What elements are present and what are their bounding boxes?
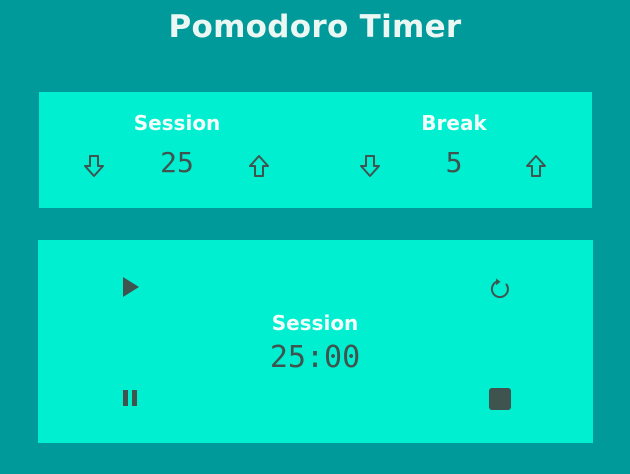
session-length-value: 25 bbox=[160, 146, 194, 179]
arrow-down-outline-icon bbox=[84, 155, 104, 177]
session-length-label: Session bbox=[133, 111, 221, 135]
timer-panel: Session 25:00 bbox=[38, 240, 593, 443]
page-title: Pomodoro Timer bbox=[168, 9, 462, 45]
pause-icon bbox=[123, 390, 137, 406]
arrow-up-outline-icon bbox=[249, 155, 269, 177]
arrow-down-outline-icon bbox=[360, 155, 380, 177]
reset-button[interactable] bbox=[485, 274, 515, 304]
length-settings-panel: Session 25 Break 5 bbox=[39, 92, 592, 208]
play-icon bbox=[123, 277, 139, 297]
stop-icon bbox=[489, 388, 511, 410]
timer-mode-label: Session bbox=[271, 311, 359, 335]
refresh-icon bbox=[490, 278, 509, 298]
play-button[interactable] bbox=[115, 272, 145, 302]
arrow-up-outline-icon bbox=[526, 155, 546, 177]
break-increment-button[interactable] bbox=[521, 151, 551, 181]
time-remaining-display: 25:00 bbox=[269, 340, 361, 375]
break-length-label: Break bbox=[421, 111, 487, 135]
break-length-value: 5 bbox=[445, 146, 463, 179]
session-increment-button[interactable] bbox=[244, 151, 274, 181]
session-decrement-button[interactable] bbox=[79, 151, 109, 181]
stop-button[interactable] bbox=[485, 384, 515, 414]
break-decrement-button[interactable] bbox=[355, 151, 385, 181]
pause-button[interactable] bbox=[115, 383, 145, 413]
